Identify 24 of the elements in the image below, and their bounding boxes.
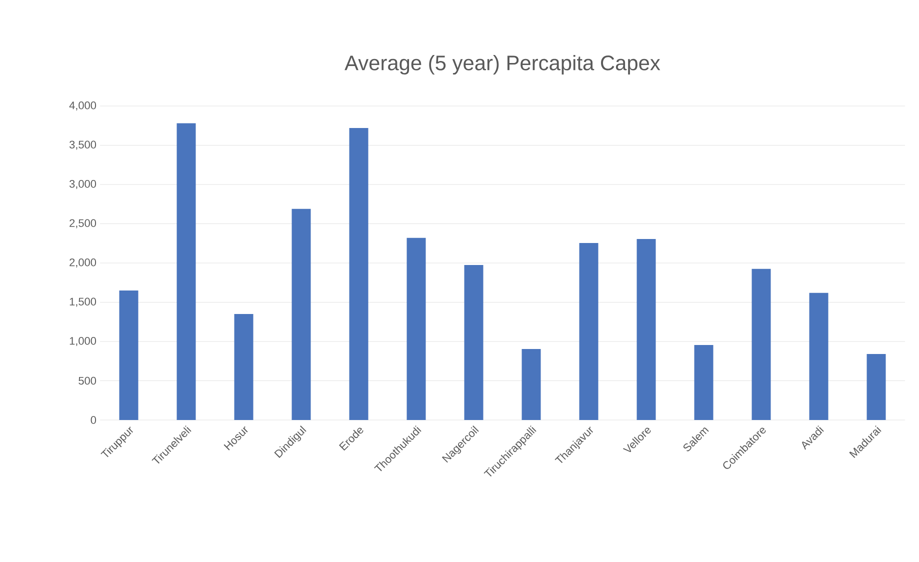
y-tick-label: 4,000 <box>69 101 96 111</box>
y-tick-label: 500 <box>78 376 96 385</box>
bar <box>292 208 311 420</box>
y-tick-label: 1,500 <box>70 298 96 307</box>
chart-title: Average (5 year) Percapita Capex <box>344 55 660 75</box>
bar <box>522 348 541 420</box>
y-tick-label: 3,500 <box>69 140 96 150</box>
bar <box>464 264 484 420</box>
bar <box>234 314 254 420</box>
bar <box>406 238 426 420</box>
bar <box>809 292 828 420</box>
y-tick-label: 2,500 <box>70 219 96 228</box>
bar <box>349 128 368 420</box>
y-tick-label: 2,000 <box>70 258 96 268</box>
bar <box>636 239 656 420</box>
bar <box>752 268 771 420</box>
bar <box>579 242 598 420</box>
bar <box>866 354 886 420</box>
y-tick-label: 0 <box>90 416 96 424</box>
y-tick-label: 3,000 <box>69 180 96 190</box>
y-tick-label: 1,000 <box>70 336 96 346</box>
bar <box>694 345 714 420</box>
bar <box>119 290 138 420</box>
bar <box>176 123 196 420</box>
